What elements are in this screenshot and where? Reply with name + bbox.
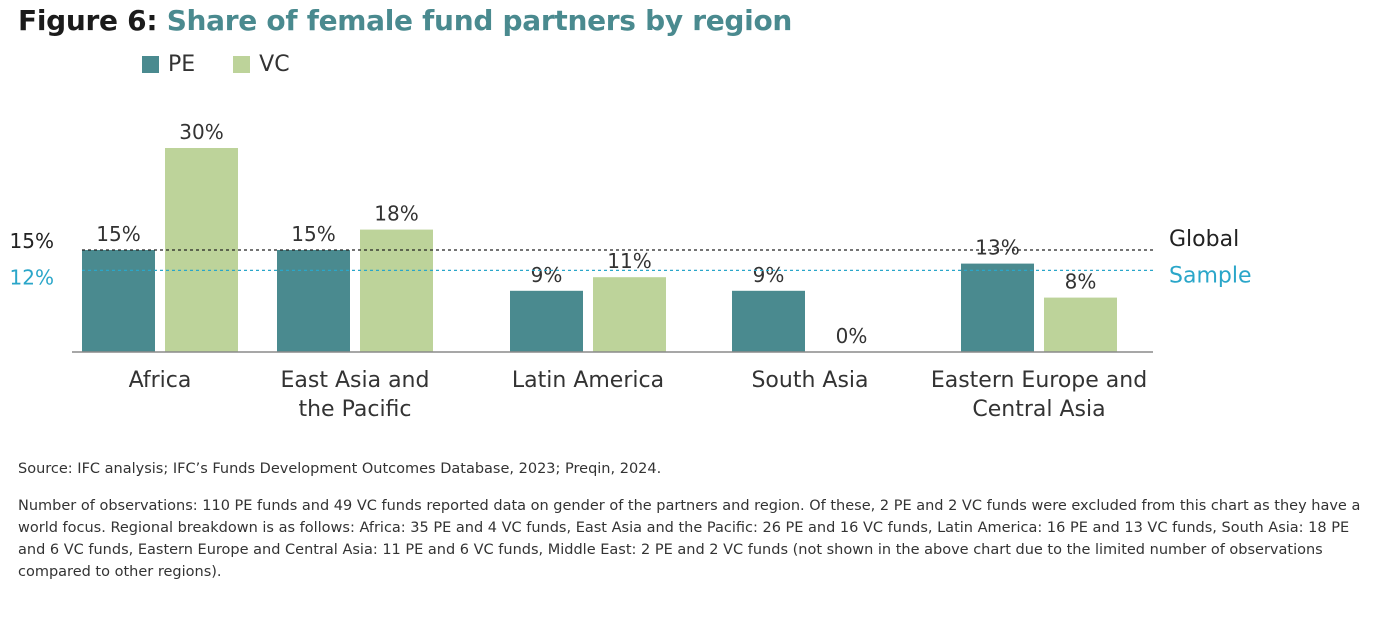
value-label-pe-3: 9% xyxy=(753,263,785,287)
bar-pe-4 xyxy=(961,263,1034,352)
bar-vc-4 xyxy=(1044,297,1117,352)
value-label-pe-0: 15% xyxy=(96,222,140,246)
legend-item-pe: PE xyxy=(142,52,195,77)
value-label-pe-1: 15% xyxy=(291,222,335,246)
legend-label-pe: PE xyxy=(168,52,196,77)
bar-pe-2 xyxy=(510,290,583,352)
source-note: Source: IFC analysis; IFC’s Funds Develo… xyxy=(18,461,662,477)
value-label-pe-2: 9% xyxy=(531,263,563,287)
reference-label-1: Sample xyxy=(1169,263,1252,288)
value-label-vc-0: 30% xyxy=(179,120,223,144)
bar-chart: 15% 15% 9% 9% 13% 30% 18% 11% 0% 8% 15% Global 12% Sa… xyxy=(10,120,1252,422)
bar-vc-1 xyxy=(360,229,433,352)
value-label-pe-4: 13% xyxy=(975,236,1019,260)
value-label-vc-4: 8% xyxy=(1065,270,1097,294)
reference-value-1: 12% xyxy=(10,265,54,289)
category-label-1-1: the Pacific xyxy=(298,397,411,422)
bar-pe-3 xyxy=(732,290,805,352)
value-label-vc-2: 11% xyxy=(607,249,651,273)
reference-value-0: 15% xyxy=(10,229,54,253)
category-label-0-0: Africa xyxy=(129,368,192,393)
legend-swatch-pe xyxy=(142,56,159,73)
chart-title: Figure 6: Share of female fund partners … xyxy=(18,4,792,37)
value-label-vc-3: 0% xyxy=(836,324,868,348)
bar-vc-2 xyxy=(593,277,666,352)
category-label-1-0: East Asia and xyxy=(281,368,430,393)
figure-title: Share of female fund partners by region xyxy=(166,4,793,37)
bar-pe-0 xyxy=(82,250,155,352)
bar-pe-1 xyxy=(277,250,350,352)
value-label-vc-1: 18% xyxy=(374,202,418,226)
observations-note: Number of observations: 110 PE funds and… xyxy=(18,498,1361,580)
figure-label: Figure 6: xyxy=(18,4,158,37)
legend-swatch-vc xyxy=(233,56,251,73)
legend-item-vc: VC xyxy=(233,52,290,77)
reference-label-0: Global xyxy=(1169,227,1239,252)
legend: PE VC xyxy=(142,52,328,77)
category-label-3-0: South Asia xyxy=(751,368,868,393)
category-label-2-0: Latin America xyxy=(512,368,664,393)
category-label-4-1: Central Asia xyxy=(972,397,1105,422)
category-label-4-0: Eastern Europe and xyxy=(931,368,1147,393)
bar-vc-0 xyxy=(165,148,238,352)
legend-label-vc: VC xyxy=(259,52,290,77)
